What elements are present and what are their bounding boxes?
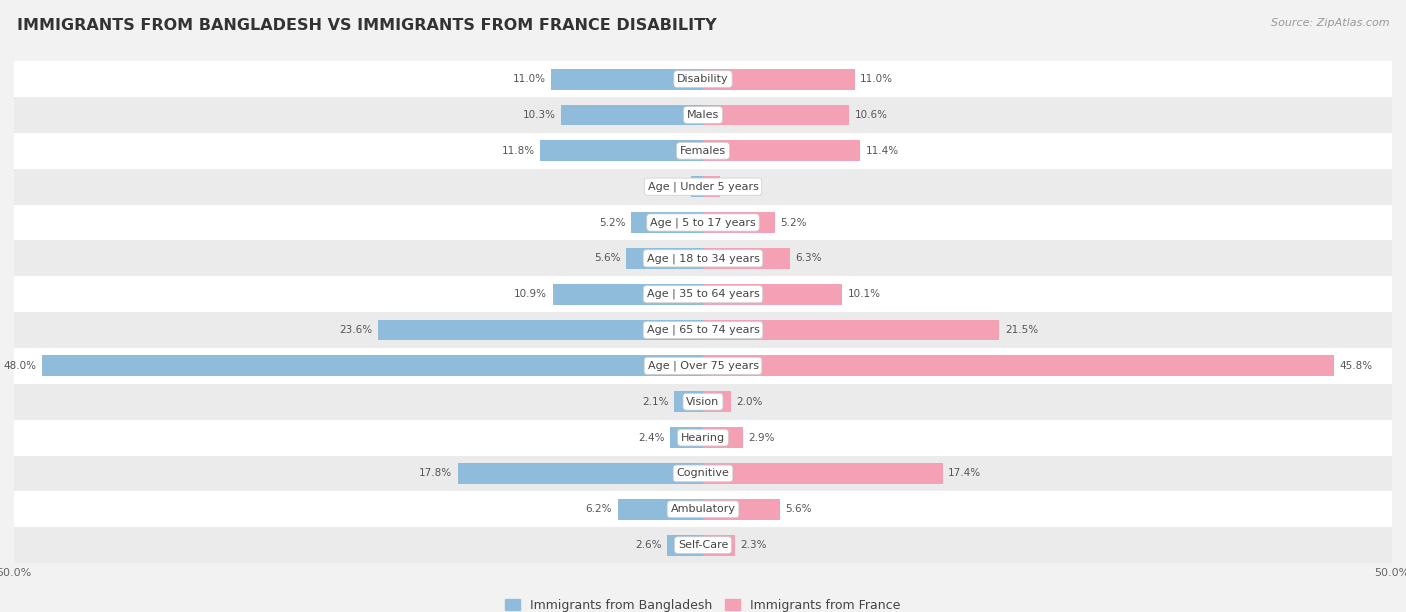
FancyBboxPatch shape — [14, 169, 1392, 204]
Text: 11.0%: 11.0% — [513, 74, 546, 84]
Text: 5.2%: 5.2% — [599, 217, 626, 228]
Bar — [703, 284, 842, 305]
Bar — [703, 535, 735, 556]
FancyBboxPatch shape — [14, 455, 1392, 491]
Text: Age | 5 to 17 years: Age | 5 to 17 years — [650, 217, 756, 228]
Text: Source: ZipAtlas.com: Source: ZipAtlas.com — [1271, 18, 1389, 28]
FancyBboxPatch shape — [14, 276, 1392, 312]
Text: 11.0%: 11.0% — [860, 74, 893, 84]
Bar — [540, 140, 703, 161]
Bar — [673, 391, 703, 412]
Bar — [703, 105, 849, 125]
Text: 10.9%: 10.9% — [515, 289, 547, 299]
Text: 45.8%: 45.8% — [1340, 361, 1372, 371]
Text: 2.3%: 2.3% — [740, 540, 766, 550]
Text: Age | 35 to 64 years: Age | 35 to 64 years — [647, 289, 759, 299]
Bar — [42, 356, 703, 376]
Bar — [703, 391, 731, 412]
Text: IMMIGRANTS FROM BANGLADESH VS IMMIGRANTS FROM FRANCE DISABILITY: IMMIGRANTS FROM BANGLADESH VS IMMIGRANTS… — [17, 18, 717, 34]
FancyBboxPatch shape — [14, 420, 1392, 455]
Bar — [626, 248, 703, 269]
Text: 10.6%: 10.6% — [855, 110, 887, 120]
FancyBboxPatch shape — [14, 133, 1392, 169]
Bar — [703, 248, 790, 269]
Text: 2.9%: 2.9% — [748, 433, 775, 442]
Bar — [458, 463, 703, 484]
Bar — [561, 105, 703, 125]
Bar — [703, 356, 1334, 376]
FancyBboxPatch shape — [14, 241, 1392, 276]
Text: Hearing: Hearing — [681, 433, 725, 442]
Text: Self-Care: Self-Care — [678, 540, 728, 550]
Text: 2.6%: 2.6% — [636, 540, 662, 550]
Bar — [692, 176, 703, 197]
Text: 11.4%: 11.4% — [866, 146, 898, 156]
Bar — [703, 427, 742, 448]
Text: 17.8%: 17.8% — [419, 468, 453, 479]
Bar — [703, 69, 855, 89]
Text: Vision: Vision — [686, 397, 720, 407]
Text: Disability: Disability — [678, 74, 728, 84]
Bar — [703, 176, 720, 197]
Text: 2.0%: 2.0% — [737, 397, 762, 407]
Text: 10.3%: 10.3% — [523, 110, 555, 120]
Bar — [378, 319, 703, 340]
Bar — [703, 319, 1000, 340]
Bar — [631, 212, 703, 233]
FancyBboxPatch shape — [14, 527, 1392, 563]
Text: 23.6%: 23.6% — [339, 325, 373, 335]
Text: 0.85%: 0.85% — [652, 182, 686, 192]
FancyBboxPatch shape — [14, 312, 1392, 348]
Bar — [703, 212, 775, 233]
Text: 6.2%: 6.2% — [585, 504, 612, 514]
Text: Age | 65 to 74 years: Age | 65 to 74 years — [647, 325, 759, 335]
Text: 2.4%: 2.4% — [638, 433, 665, 442]
Text: 11.8%: 11.8% — [502, 146, 534, 156]
Bar — [551, 69, 703, 89]
Text: 1.2%: 1.2% — [725, 182, 752, 192]
Text: 6.3%: 6.3% — [796, 253, 823, 263]
Text: Females: Females — [681, 146, 725, 156]
Bar — [668, 535, 703, 556]
Bar — [553, 284, 703, 305]
Text: 17.4%: 17.4% — [948, 468, 981, 479]
Text: 5.6%: 5.6% — [593, 253, 620, 263]
Bar — [617, 499, 703, 520]
Text: 2.1%: 2.1% — [643, 397, 669, 407]
FancyBboxPatch shape — [14, 61, 1392, 97]
Bar — [669, 427, 703, 448]
Text: Age | Under 5 years: Age | Under 5 years — [648, 181, 758, 192]
FancyBboxPatch shape — [14, 348, 1392, 384]
FancyBboxPatch shape — [14, 97, 1392, 133]
Text: 5.2%: 5.2% — [780, 217, 807, 228]
Text: 5.6%: 5.6% — [786, 504, 813, 514]
Text: Ambulatory: Ambulatory — [671, 504, 735, 514]
FancyBboxPatch shape — [14, 491, 1392, 527]
Text: Age | 18 to 34 years: Age | 18 to 34 years — [647, 253, 759, 264]
Text: 21.5%: 21.5% — [1005, 325, 1038, 335]
Text: 10.1%: 10.1% — [848, 289, 880, 299]
Bar — [703, 463, 943, 484]
Bar — [703, 499, 780, 520]
Text: Age | Over 75 years: Age | Over 75 years — [648, 360, 758, 371]
Text: Males: Males — [688, 110, 718, 120]
Bar — [703, 140, 860, 161]
Text: 48.0%: 48.0% — [3, 361, 37, 371]
FancyBboxPatch shape — [14, 384, 1392, 420]
Legend: Immigrants from Bangladesh, Immigrants from France: Immigrants from Bangladesh, Immigrants f… — [505, 599, 901, 612]
FancyBboxPatch shape — [14, 204, 1392, 241]
Text: Cognitive: Cognitive — [676, 468, 730, 479]
